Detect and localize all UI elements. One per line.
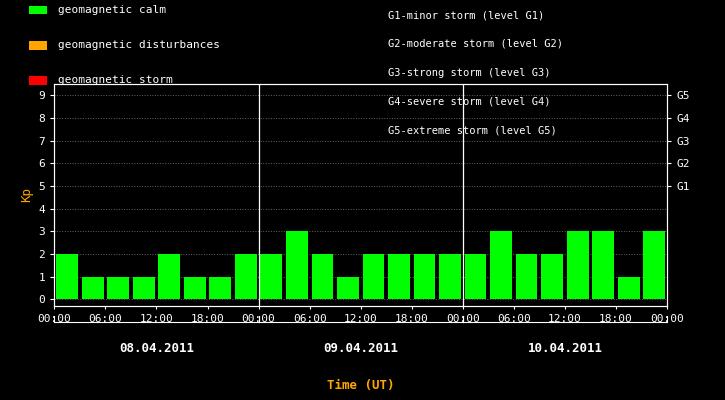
Text: 08.04.2011: 08.04.2011 [119, 342, 194, 355]
Bar [465, 254, 486, 299]
Bar [312, 254, 334, 299]
Text: geomagnetic storm: geomagnetic storm [58, 76, 173, 86]
Text: geomagnetic calm: geomagnetic calm [58, 5, 166, 15]
Bar [388, 254, 410, 299]
Bar [490, 231, 512, 299]
Bar [643, 231, 665, 299]
Text: Time (UT): Time (UT) [326, 379, 394, 392]
Text: G1-minor storm (level G1): G1-minor storm (level G1) [388, 10, 544, 20]
Bar [133, 276, 154, 299]
Bar [184, 276, 206, 299]
Text: 10.04.2011: 10.04.2011 [527, 342, 602, 355]
Bar [235, 254, 257, 299]
Bar [515, 254, 537, 299]
Bar [57, 254, 78, 299]
Bar [567, 231, 589, 299]
Bar [337, 276, 359, 299]
Bar [158, 254, 180, 299]
Bar [439, 254, 461, 299]
Bar [618, 276, 639, 299]
Text: geomagnetic disturbances: geomagnetic disturbances [58, 40, 220, 50]
Bar [542, 254, 563, 299]
Bar [260, 254, 282, 299]
Text: G4-severe storm (level G4): G4-severe storm (level G4) [388, 96, 550, 106]
Bar [286, 231, 307, 299]
Bar [592, 231, 614, 299]
Text: 09.04.2011: 09.04.2011 [323, 342, 398, 355]
Text: G2-moderate storm (level G2): G2-moderate storm (level G2) [388, 39, 563, 49]
Bar [107, 276, 129, 299]
Text: G3-strong storm (level G3): G3-strong storm (level G3) [388, 68, 550, 78]
Bar [362, 254, 384, 299]
Bar [414, 254, 435, 299]
Bar [210, 276, 231, 299]
Text: G5-extreme storm (level G5): G5-extreme storm (level G5) [388, 125, 557, 135]
Y-axis label: Kp: Kp [20, 188, 33, 202]
Bar [82, 276, 104, 299]
